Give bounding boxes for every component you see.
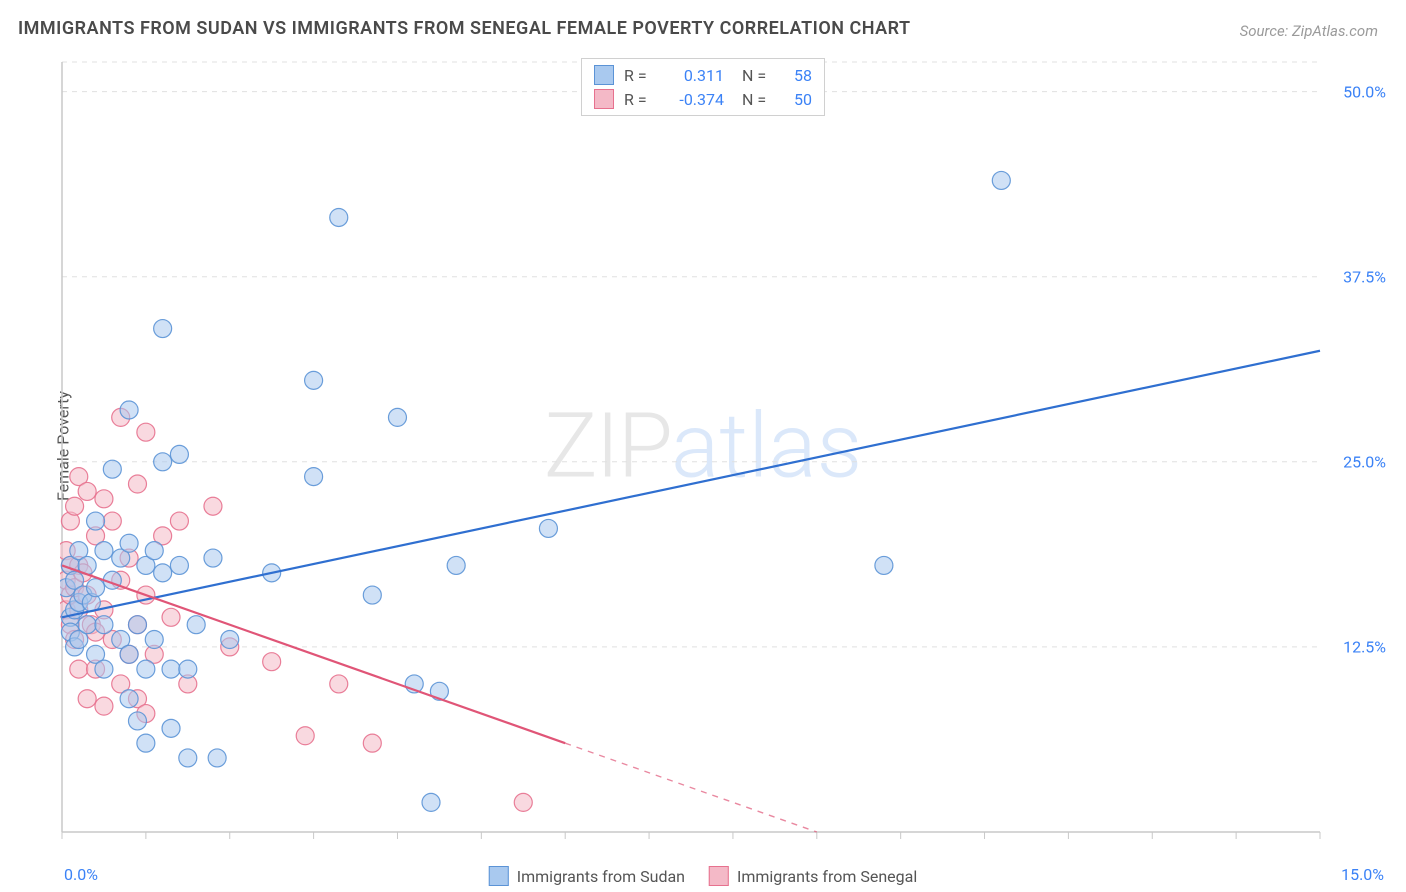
x-tick-right: 15.0%: [1341, 865, 1384, 884]
source-attribution: Source: ZipAtlas.com: [1240, 22, 1378, 40]
x-tick-left: 0.0%: [64, 865, 98, 884]
legend-label-senegal: Immigrants from Senegal: [737, 867, 917, 886]
r-value-sudan: 0.311: [664, 66, 724, 85]
swatch-senegal: [594, 89, 614, 109]
series-legend: Immigrants from Sudan Immigrants from Se…: [489, 866, 917, 886]
stats-row-sudan: R = 0.311 N = 58: [594, 63, 812, 87]
stats-legend: R = 0.311 N = 58 R = -0.374 N = 50: [581, 58, 825, 116]
stats-row-senegal: R = -0.374 N = 50: [594, 87, 812, 111]
swatch-sudan: [489, 866, 509, 886]
chart-plot: [60, 52, 1360, 842]
chart-title: IMMIGRANTS FROM SUDAN VS IMMIGRANTS FROM…: [18, 18, 911, 39]
swatch-sudan: [594, 65, 614, 85]
n-label: N =: [742, 66, 772, 85]
legend-item-sudan: Immigrants from Sudan: [489, 866, 685, 886]
n-value-sudan: 58: [782, 66, 812, 85]
swatch-senegal: [709, 866, 729, 886]
legend-label-sudan: Immigrants from Sudan: [517, 867, 685, 886]
legend-item-senegal: Immigrants from Senegal: [709, 866, 917, 886]
n-label: N =: [742, 90, 772, 109]
n-value-senegal: 50: [782, 90, 812, 109]
r-value-senegal: -0.374: [664, 90, 724, 109]
r-label: R =: [624, 90, 654, 109]
r-label: R =: [624, 66, 654, 85]
